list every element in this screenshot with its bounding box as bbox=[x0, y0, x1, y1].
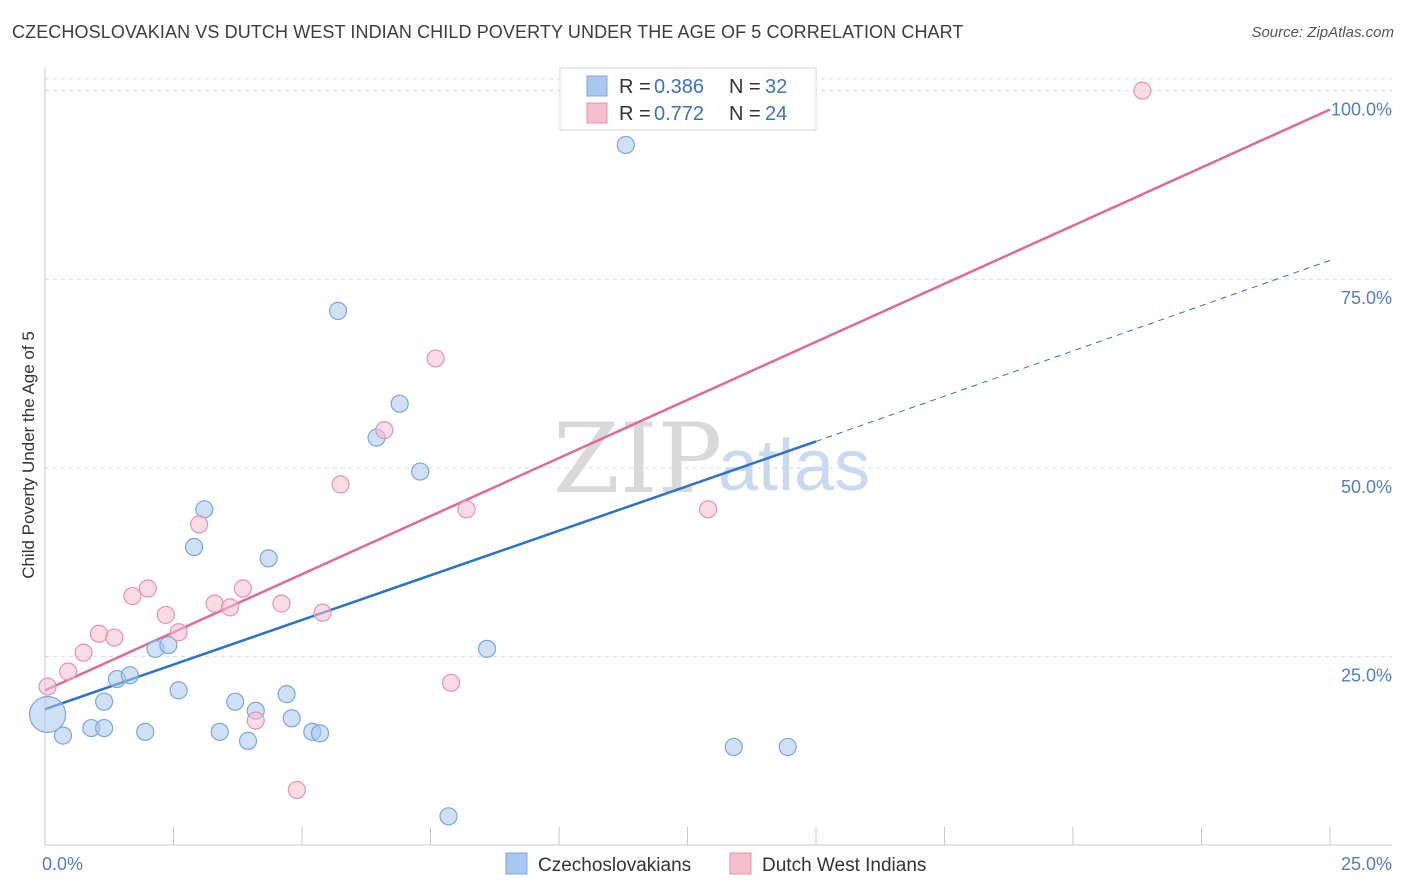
point-dutch-west-indians-11 bbox=[220, 598, 240, 617]
legend-swatch-dutch-west-indians bbox=[586, 102, 608, 124]
point-dutch-west-indians-10 bbox=[205, 594, 224, 613]
legend-swatch-czechoslovakians bbox=[586, 75, 608, 97]
point-dutch-west-indians-17 bbox=[331, 475, 350, 494]
legend-r-label-0: R = bbox=[619, 76, 651, 98]
trendline-dutch-west-indians bbox=[44, 108, 1331, 692]
trendline-czechoslovakians bbox=[44, 440, 817, 711]
legend-n-label-1: N = bbox=[729, 103, 761, 125]
correlation-legend: R = 0.386 N = 32 R = 0.772 N = 24 bbox=[559, 67, 817, 131]
point-dutch-west-indians-8 bbox=[169, 623, 188, 642]
point-czechoslovakians-30 bbox=[778, 737, 797, 757]
tick-labels: 25.0% 50.0% 75.0% 100.0% 0.0% 25.0% bbox=[42, 100, 1392, 874]
point-czechoslovakians-15 bbox=[238, 731, 258, 750]
y-tick-label-3: 100.0% bbox=[1331, 100, 1392, 120]
watermark-atlas: atlas bbox=[718, 426, 870, 506]
x-tick-label-1: 25.0% bbox=[1341, 854, 1392, 874]
point-dutch-west-indians-4 bbox=[105, 628, 124, 647]
point-czechoslovakians-7 bbox=[136, 722, 155, 741]
point-czechoslovakians-26 bbox=[439, 807, 458, 826]
point-czechoslovakians-14 bbox=[226, 692, 245, 711]
point-dutch-west-indians-14 bbox=[272, 594, 291, 613]
point-czechoslovakians-24 bbox=[390, 394, 409, 413]
legend-n-label-0: N = bbox=[729, 76, 761, 98]
point-dutch-west-indians-13 bbox=[246, 711, 265, 730]
point-dutch-west-indians-12 bbox=[233, 579, 252, 598]
point-czechoslovakians-25 bbox=[411, 462, 430, 481]
y-axis-label: Child Poverty Under the Age of 5 bbox=[19, 331, 38, 579]
point-dutch-west-indians-19 bbox=[426, 349, 445, 368]
point-czechoslovakians-11 bbox=[184, 537, 204, 557]
point-czechoslovakians-13 bbox=[210, 722, 229, 741]
grid-lines bbox=[45, 78, 1392, 657]
point-czechoslovakians-9 bbox=[159, 635, 178, 655]
point-dutch-west-indians-5 bbox=[123, 586, 142, 606]
point-czechoslovakians-17 bbox=[259, 549, 278, 568]
chart-title: CZECHOSLOVAKIAN VS DUTCH WEST INDIAN CHI… bbox=[12, 22, 964, 42]
watermark: ZIP atlas bbox=[553, 403, 870, 515]
point-czechoslovakians-4 bbox=[95, 692, 114, 711]
legend-n-value-0: 32 bbox=[765, 76, 787, 98]
point-czechoslovakians-10 bbox=[169, 681, 188, 700]
point-czechoslovakians-29 bbox=[724, 737, 743, 757]
point-dutch-west-indians-23 bbox=[1133, 81, 1152, 100]
point-dutch-west-indians-2 bbox=[74, 643, 93, 662]
trendline-czechoslovakians-extension bbox=[815, 259, 1331, 442]
legend-r-value-0: 0.386 bbox=[654, 76, 704, 98]
y-tick-label-0: 25.0% bbox=[1341, 665, 1392, 685]
point-dutch-west-indians-16 bbox=[313, 603, 332, 622]
point-czechoslovakians-1 bbox=[53, 726, 73, 745]
series-legend: Czechoslovakians Dutch West Indians bbox=[505, 852, 926, 876]
point-dutch-west-indians-6 bbox=[138, 579, 157, 598]
legend-r-label-1: R = bbox=[619, 103, 651, 125]
point-dutch-west-indians-18 bbox=[375, 420, 394, 440]
point-czechoslovakians-3 bbox=[95, 718, 114, 738]
series-legend-swatch-czechoslovakians bbox=[505, 852, 528, 875]
point-czechoslovakians-28 bbox=[616, 135, 635, 155]
point-dutch-west-indians-7 bbox=[156, 605, 175, 625]
point-dutch-west-indians-3 bbox=[89, 624, 109, 643]
series-legend-label-dutch-west-indians: Dutch West Indians bbox=[762, 855, 926, 876]
x-tick-label-0: 0.0% bbox=[42, 854, 83, 874]
watermark-zip: ZIP bbox=[553, 403, 722, 515]
y-tick-label-2: 75.0% bbox=[1341, 288, 1392, 308]
point-czechoslovakians-0 bbox=[28, 695, 67, 734]
point-dutch-west-indians-9 bbox=[190, 515, 209, 534]
point-dutch-west-indians-21 bbox=[457, 500, 476, 519]
point-czechoslovakians-22 bbox=[328, 301, 348, 321]
point-czechoslovakians-6 bbox=[120, 666, 139, 685]
point-dutch-west-indians-15 bbox=[287, 780, 306, 800]
point-dutch-west-indians-20 bbox=[441, 673, 461, 692]
data-points bbox=[28, 81, 1152, 826]
point-dutch-west-indians-0 bbox=[38, 677, 57, 696]
series-legend-swatch-dutch-west-indians bbox=[729, 852, 752, 875]
trendlines bbox=[44, 108, 1331, 711]
point-dutch-west-indians-22 bbox=[698, 500, 718, 519]
point-czechoslovakians-12 bbox=[195, 500, 214, 519]
source-credit: Source: ZipAtlas.com bbox=[1251, 24, 1394, 41]
legend-n-value-1: 24 bbox=[765, 103, 787, 125]
series-legend-label-czechoslovakians: Czechoslovakians bbox=[538, 855, 691, 876]
point-czechoslovakians-21 bbox=[310, 724, 330, 743]
point-dutch-west-indians-1 bbox=[59, 662, 78, 681]
legend-r-value-1: 0.772 bbox=[654, 103, 704, 125]
point-czechoslovakians-19 bbox=[282, 709, 301, 728]
y-tick-label-1: 50.0% bbox=[1341, 477, 1392, 497]
point-czechoslovakians-27 bbox=[477, 639, 497, 658]
point-czechoslovakians-18 bbox=[277, 685, 296, 704]
